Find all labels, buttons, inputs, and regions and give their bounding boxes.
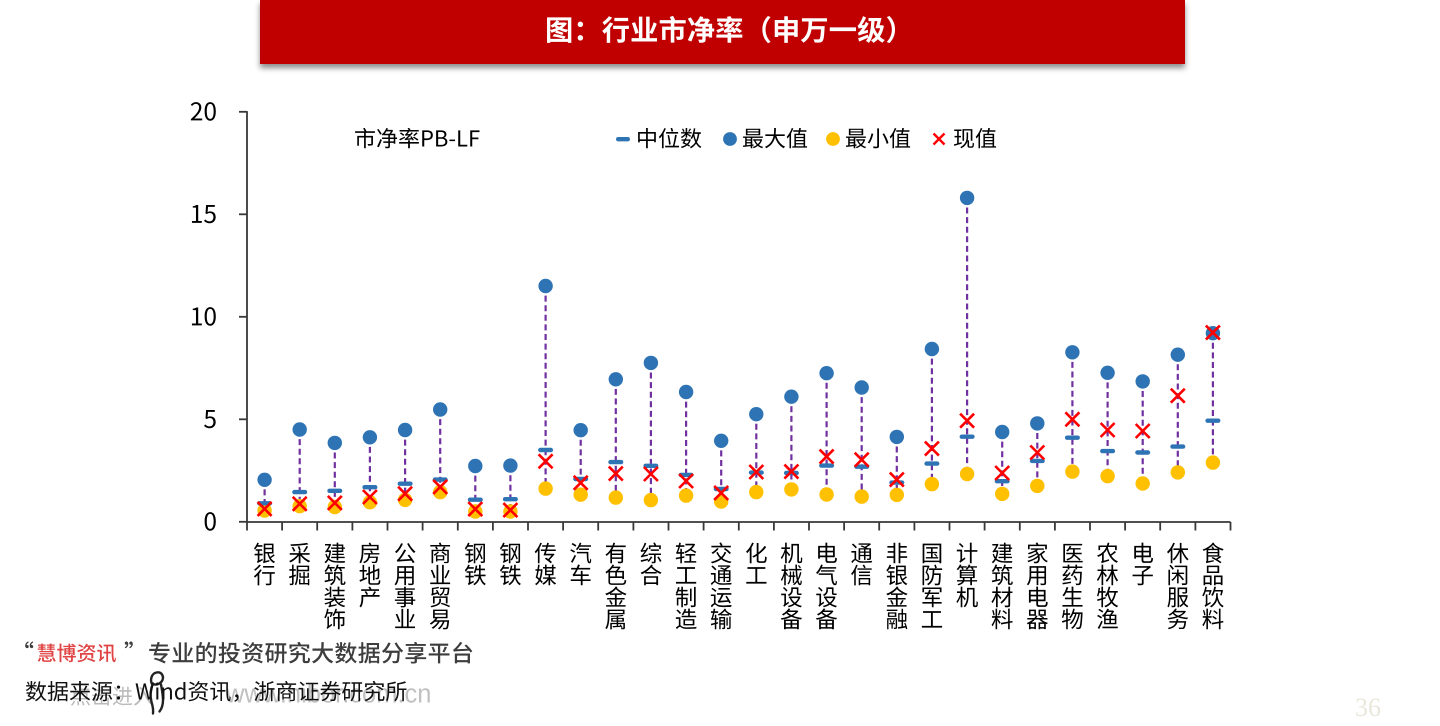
svg-text:36: 36 (1355, 693, 1381, 721)
